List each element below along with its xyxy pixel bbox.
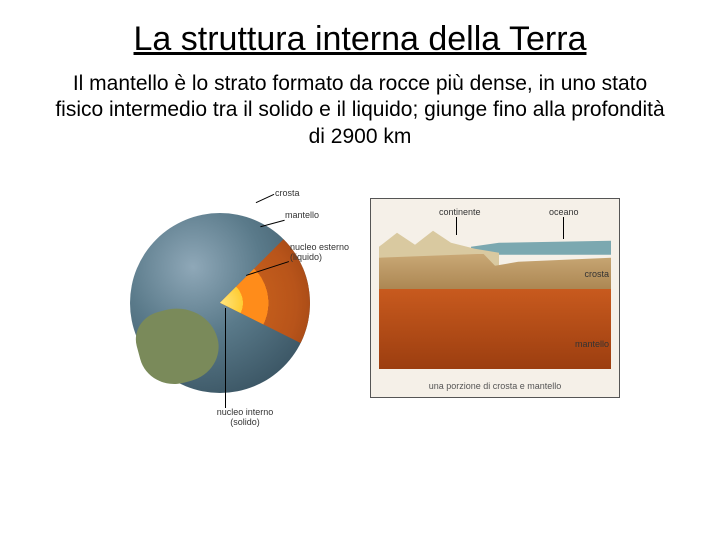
label-continente: continente: [439, 207, 481, 217]
leader-line: [225, 308, 226, 408]
label-crosta: crosta: [275, 188, 300, 198]
label-crosta-right: crosta: [584, 269, 609, 279]
mantle-section-layer: [379, 289, 611, 369]
crust-mantle-section: continente oceano crosta mantello una po…: [370, 198, 620, 398]
leader-line: [256, 194, 275, 203]
label-mantello: mantello: [285, 210, 319, 220]
label-mantello-right: mantello: [575, 339, 609, 349]
earth-cutaway-diagram: crosta mantello nucleo esterno (liquido)…: [100, 168, 360, 428]
slide-title: La struttura interna della Terra: [40, 20, 680, 59]
leader-line: [563, 217, 564, 239]
leader-line: [456, 217, 457, 235]
globe: [130, 213, 310, 393]
label-oceano: oceano: [549, 207, 579, 217]
label-nucleo-esterno: nucleo esterno (liquido): [290, 243, 350, 263]
label-nucleo-interno: nucleo interno (solido): [210, 408, 280, 428]
slide: La struttura interna della Terra Il mant…: [0, 0, 720, 540]
figures-row: crosta mantello nucleo esterno (liquido)…: [40, 168, 680, 428]
body-paragraph: Il mantello è lo strato formato da rocce…: [50, 71, 670, 150]
section-caption: una porzione di crosta e mantello: [371, 381, 619, 391]
